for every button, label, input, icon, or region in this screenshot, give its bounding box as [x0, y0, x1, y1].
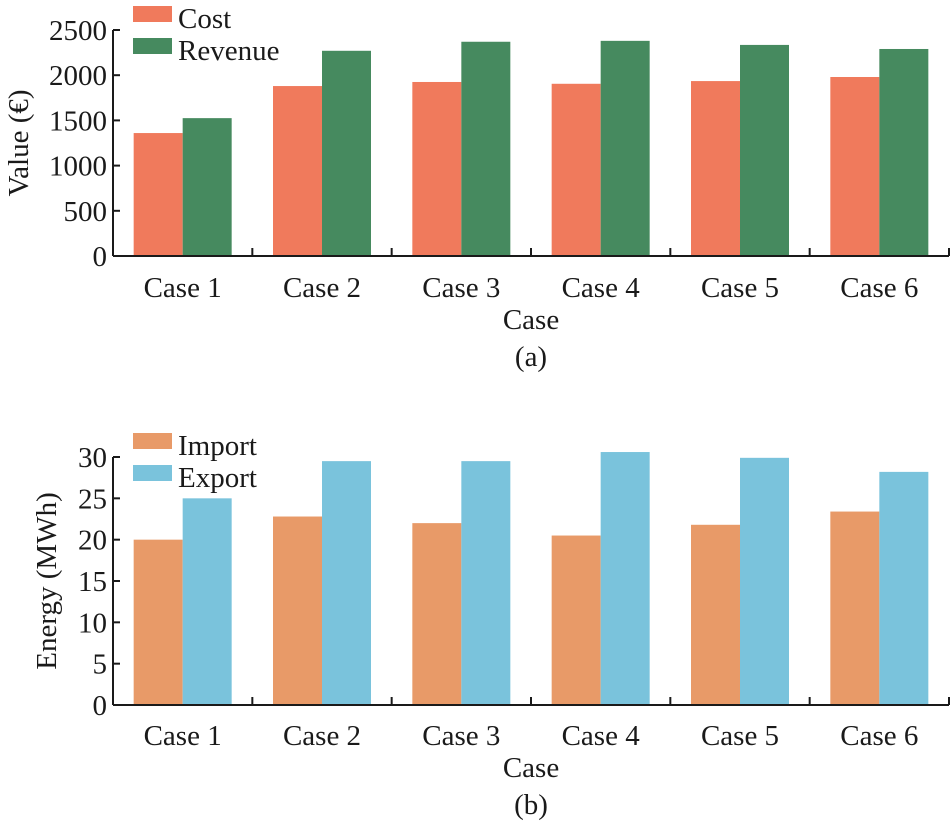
- y-tick-label: 0: [93, 690, 108, 722]
- x-tick-label: Case 4: [562, 272, 641, 304]
- bar-export-4: [600, 452, 650, 705]
- bar-import-1: [133, 539, 183, 705]
- bar-cost-1: [133, 133, 183, 256]
- y-tick-label: 0: [93, 241, 108, 273]
- bar-import-6: [830, 511, 880, 705]
- legend-label-import: Import: [178, 430, 257, 462]
- bar-import-3: [412, 523, 462, 705]
- x-tick-label: Case 5: [701, 272, 779, 304]
- y-tick-label: 1000: [49, 151, 107, 183]
- y-tick-label: 500: [64, 196, 108, 228]
- y-tick-label: 25: [78, 483, 107, 515]
- bar-cost-6: [830, 77, 880, 257]
- bar-cost-3: [412, 81, 462, 256]
- bar-cost-5: [691, 81, 740, 257]
- y-tick-label: 2000: [49, 60, 107, 92]
- y-tick-label: 5: [93, 649, 108, 681]
- bar-export-5: [740, 457, 789, 705]
- x-tick-label: Case 3: [422, 720, 500, 752]
- legend-swatch-cost: [133, 6, 172, 22]
- legend-label-cost: Cost: [178, 3, 231, 35]
- bar-import-4: [551, 535, 601, 705]
- bar-export-2: [322, 461, 371, 705]
- y-tick-label: 2500: [49, 15, 107, 47]
- bar-export-6: [879, 471, 929, 705]
- legend-label-revenue: Revenue: [178, 35, 279, 67]
- panel-label: (b): [514, 789, 548, 821]
- x-tick-label: Case 4: [562, 720, 641, 752]
- x-tick-label: Case 1: [144, 720, 222, 752]
- legend-swatch-revenue: [133, 38, 172, 54]
- y-axis-label: Energy (MWh): [31, 492, 63, 669]
- x-axis-label: Case: [503, 304, 559, 336]
- x-tick-label: Case 3: [422, 272, 500, 304]
- x-tick-label: Case 5: [701, 720, 779, 752]
- y-tick-label: 20: [78, 525, 107, 557]
- y-tick-label: 30: [78, 442, 107, 474]
- x-tick-label: Case 6: [840, 272, 918, 304]
- x-tick-label: Case 2: [283, 720, 361, 752]
- x-tick-label: Case 2: [283, 272, 361, 304]
- bar-revenue-6: [879, 48, 929, 256]
- panel-label: (a): [515, 341, 547, 373]
- bar-export-1: [182, 498, 232, 705]
- bar-import-2: [273, 516, 322, 705]
- legend-swatch-import: [133, 433, 172, 449]
- bar-revenue-5: [740, 44, 789, 256]
- bar-revenue-1: [182, 118, 232, 256]
- legend-swatch-export: [133, 465, 172, 481]
- bar-revenue-2: [322, 50, 371, 257]
- x-axis-label: Case: [503, 752, 559, 784]
- bar-cost-4: [551, 83, 601, 257]
- y-tick-label: 10: [78, 607, 107, 639]
- bar-revenue-4: [600, 40, 650, 257]
- legend-label-export: Export: [178, 462, 257, 494]
- bar-cost-2: [273, 86, 322, 256]
- y-tick-label: 1500: [49, 105, 107, 137]
- bar-import-5: [691, 524, 740, 705]
- y-tick-label: 15: [78, 566, 107, 598]
- x-tick-label: Case 6: [840, 720, 918, 752]
- x-tick-label: Case 1: [144, 272, 222, 304]
- bar-export-3: [461, 461, 511, 705]
- bar-revenue-3: [461, 41, 511, 256]
- y-axis-label: Value (€): [3, 89, 35, 196]
